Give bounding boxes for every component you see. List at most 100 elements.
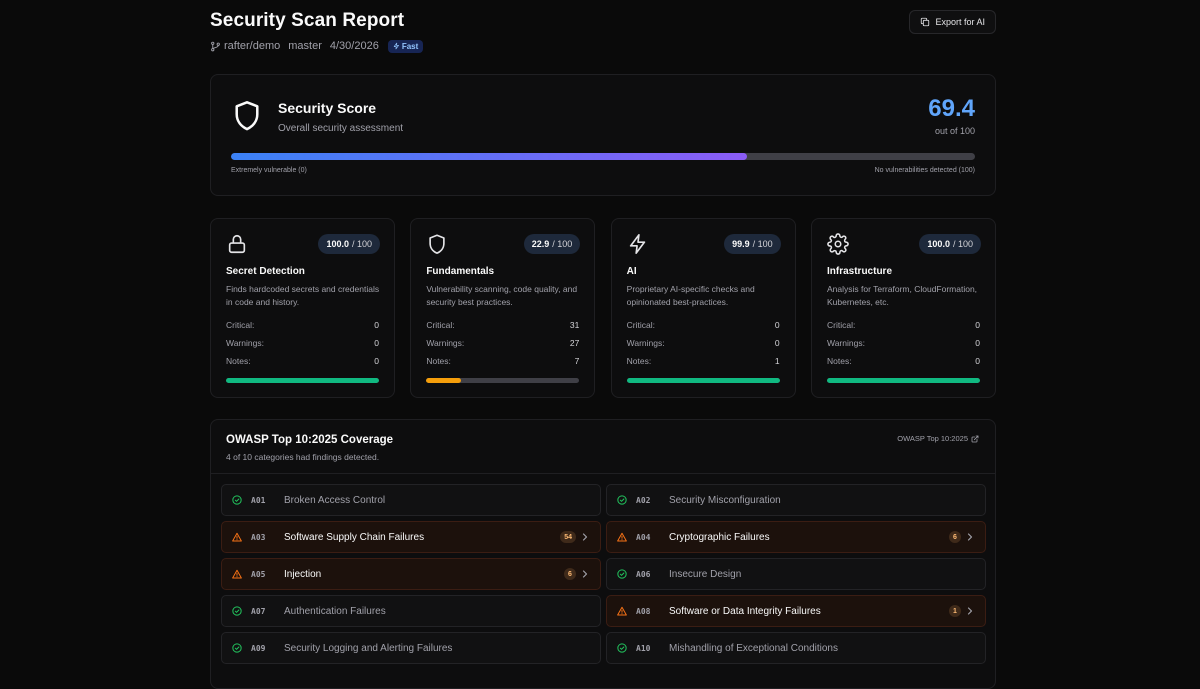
notes-row: Notes: 7 bbox=[426, 356, 579, 366]
gear-icon bbox=[827, 233, 849, 255]
notes-label: Notes: bbox=[826, 356, 852, 366]
chevron-right-icon bbox=[582, 570, 590, 578]
category-progress-fill bbox=[426, 378, 462, 383]
owasp-code: A06 bbox=[636, 569, 651, 579]
category-score-badge: 100.0/ 100 bbox=[919, 234, 981, 254]
score-out-of: out of 100 bbox=[934, 126, 975, 136]
category-score-max: / 100 bbox=[351, 239, 372, 249]
owasp-category-name: Cryptographic Failures bbox=[669, 531, 770, 543]
owasp-category-name: Security Logging and Alerting Failures bbox=[284, 642, 453, 654]
warnings-row: Warnings: 0 bbox=[627, 338, 780, 348]
owasp-code: A04 bbox=[636, 532, 651, 542]
warnings-count: 0 bbox=[374, 338, 379, 348]
owasp-category-name: Security Misconfiguration bbox=[669, 494, 781, 506]
category-name: AI bbox=[626, 266, 637, 277]
progress-min-label: Extremely vulnerable (0) bbox=[231, 167, 307, 174]
owasp-code: A07 bbox=[251, 606, 266, 616]
category-progress-bar bbox=[626, 378, 780, 383]
score-progress-bar bbox=[231, 153, 975, 160]
notes-row: Notes: 1 bbox=[627, 356, 780, 366]
category-score-badge: 99.9/ 100 bbox=[724, 234, 781, 254]
category-progress-bar bbox=[826, 378, 980, 383]
owasp-code: A10 bbox=[636, 643, 651, 653]
export-for-ai-button[interactable]: Export for AI bbox=[909, 10, 996, 34]
critical-count: 0 bbox=[374, 320, 379, 330]
category-cards: 100.0/ 100 Secret Detection Finds hardcode… bbox=[210, 218, 996, 398]
warnings-label: Warnings: bbox=[826, 338, 865, 348]
owasp-category-name: Software Supply Chain Failures bbox=[284, 531, 425, 543]
warnings-count: 27 bbox=[569, 338, 580, 348]
copy-icon bbox=[921, 17, 930, 27]
owasp-row-a05[interactable]: A05 Injection 6 bbox=[221, 558, 601, 590]
notes-count: 0 bbox=[374, 356, 379, 366]
check-circle-icon bbox=[617, 569, 627, 579]
scan-mode-badge: Fast bbox=[387, 39, 424, 53]
critical-row: Critical: 31 bbox=[426, 320, 579, 330]
warnings-label: Warnings: bbox=[226, 338, 264, 348]
critical-label: Critical: bbox=[826, 320, 856, 330]
warnings-label: Warnings: bbox=[426, 338, 465, 348]
owasp-row-a04[interactable]: A04 Cryptographic Failures 6 bbox=[606, 521, 986, 553]
owasp-row-a10: A10 Mishandling of Exceptional Conditions bbox=[606, 632, 986, 664]
owasp-link-label: OWASP Top 10:2025 bbox=[897, 434, 968, 443]
lightning-icon bbox=[393, 42, 399, 50]
warning-triangle-icon bbox=[617, 606, 627, 616]
owasp-coverage-panel: OWASP Top 10:2025 Coverage 4 of 10 categ… bbox=[210, 419, 996, 689]
export-button-label: Export for AI bbox=[935, 17, 985, 27]
git-branch-icon bbox=[210, 41, 221, 52]
notes-row: Notes: 0 bbox=[226, 356, 379, 366]
warnings-count: 0 bbox=[774, 338, 780, 348]
owasp-row-a06: A06 Insecure Design bbox=[606, 558, 986, 590]
findings-count-badge: 1 bbox=[949, 605, 961, 617]
owasp-row-a03[interactable]: A03 Software Supply Chain Failures 54 bbox=[221, 521, 601, 553]
owasp-title: OWASP Top 10:2025 Coverage bbox=[226, 434, 394, 446]
owasp-row-a07: A07 Authentication Failures bbox=[221, 595, 601, 627]
security-score-card: Security Score Overall security assessme… bbox=[210, 74, 996, 196]
check-circle-icon bbox=[232, 495, 242, 505]
shield-icon bbox=[233, 100, 261, 137]
notes-count: 1 bbox=[774, 356, 780, 366]
warning-triangle-icon bbox=[617, 532, 627, 542]
notes-count: 7 bbox=[574, 356, 580, 366]
category-score: 22.9 bbox=[531, 239, 550, 249]
lightning-icon bbox=[627, 233, 649, 255]
check-circle-icon bbox=[617, 495, 627, 505]
critical-label: Critical: bbox=[426, 320, 455, 330]
page-title: Security Scan Report bbox=[210, 10, 405, 31]
score-value: 69.4 bbox=[928, 95, 975, 122]
category-score-max: / 100 bbox=[952, 239, 973, 249]
warnings-label: Warnings: bbox=[626, 338, 665, 348]
warnings-count: 0 bbox=[975, 338, 980, 348]
owasp-code: A09 bbox=[251, 643, 266, 653]
owasp-code: A02 bbox=[636, 495, 651, 505]
critical-label: Critical: bbox=[226, 320, 255, 330]
critical-row: Critical: 0 bbox=[226, 320, 379, 330]
check-circle-icon bbox=[232, 643, 242, 653]
progress-max-label: No vulnerabilities detected (100) bbox=[874, 167, 975, 174]
warning-triangle-icon bbox=[232, 532, 242, 542]
owasp-subtitle: 4 of 10 categories had findings detected… bbox=[226, 452, 380, 462]
owasp-category-name: Authentication Failures bbox=[284, 605, 386, 617]
category-name: Fundamentals bbox=[426, 266, 495, 277]
category-progress-fill bbox=[226, 378, 379, 383]
notes-label: Notes: bbox=[426, 356, 451, 366]
category-score-max: / 100 bbox=[752, 239, 773, 249]
findings-count-badge: 6 bbox=[564, 568, 576, 580]
category-score: 100.0 bbox=[326, 239, 349, 249]
critical-label: Critical: bbox=[626, 320, 655, 330]
critical-row: Critical: 0 bbox=[827, 320, 980, 330]
notes-label: Notes: bbox=[626, 356, 652, 366]
chevron-right-icon bbox=[967, 533, 975, 541]
branch-name: master bbox=[288, 40, 322, 52]
owasp-row-a09: A09 Security Logging and Alerting Failure… bbox=[221, 632, 601, 664]
shield-icon bbox=[426, 233, 448, 255]
category-description: Proprietary AI-specific checks and opini… bbox=[626, 284, 755, 307]
category-score-max: / 100 bbox=[552, 239, 573, 249]
critical-count: 31 bbox=[569, 320, 580, 330]
warnings-row: Warnings: 0 bbox=[226, 338, 379, 348]
owasp-row-a01: A01 Broken Access Control bbox=[221, 484, 601, 516]
owasp-row-a08[interactable]: A08 Software or Data Integrity Failures 1 bbox=[606, 595, 986, 627]
owasp-code: A08 bbox=[636, 606, 651, 616]
findings-count-badge: 6 bbox=[949, 531, 961, 543]
owasp-external-link[interactable]: OWASP Top 10:2025 bbox=[897, 434, 979, 443]
